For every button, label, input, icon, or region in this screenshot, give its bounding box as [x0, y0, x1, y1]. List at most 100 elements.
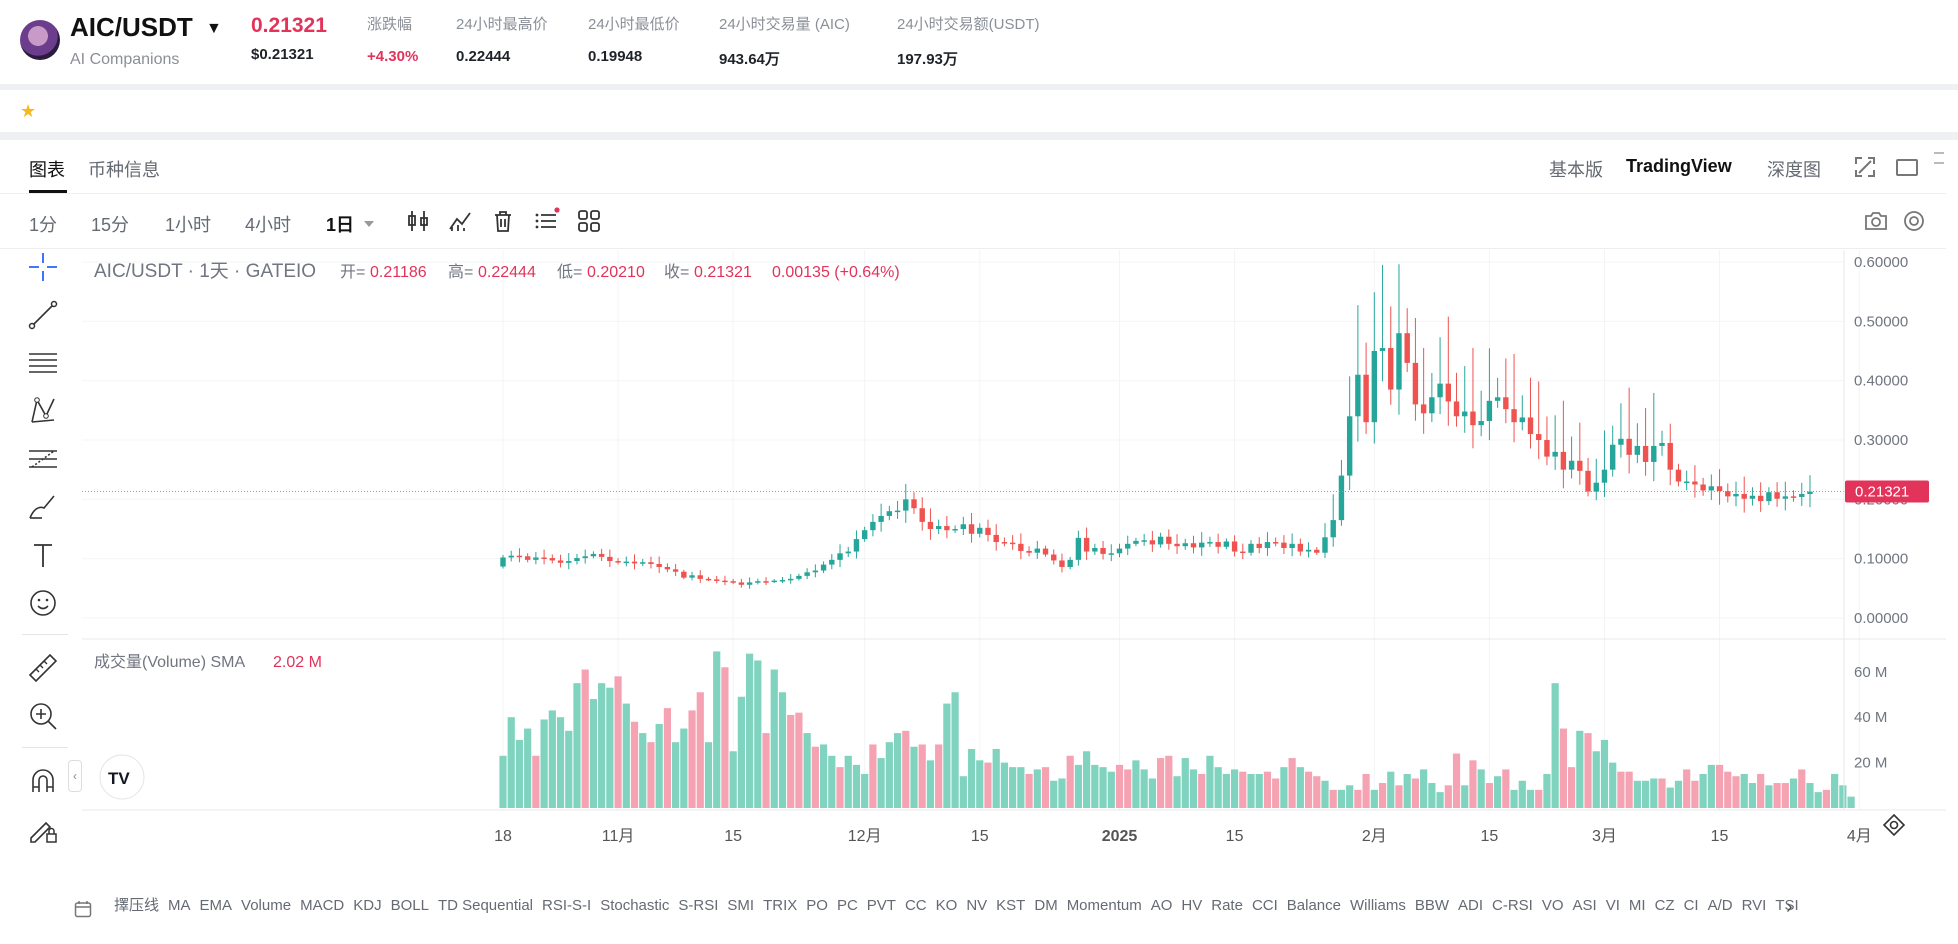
indicator-9[interactable]: Stochastic — [600, 897, 670, 914]
trash-icon[interactable] — [489, 207, 517, 235]
zoom-in-icon[interactable] — [26, 699, 60, 733]
candle-type-icon[interactable] — [404, 207, 432, 235]
indicator-31[interactable]: VO — [1541, 897, 1564, 914]
chevron-right-icon[interactable]: › — [1786, 896, 1793, 918]
volume-bar — [1757, 773, 1765, 808]
candle-body — [788, 578, 794, 581]
tf-15m[interactable]: 15分 — [91, 215, 130, 235]
indicator-12[interactable]: TRIX — [763, 897, 798, 914]
indicator-18[interactable]: NV — [966, 897, 988, 914]
indicator-34[interactable]: MI — [1628, 897, 1646, 914]
tab-depth[interactable]: 深度图 — [1767, 160, 1821, 180]
volume-bar — [1839, 785, 1847, 808]
candle-body — [1092, 547, 1098, 552]
indicator-27[interactable]: Williams — [1350, 897, 1406, 914]
indicator-35[interactable]: CZ — [1654, 897, 1675, 914]
candle-body — [1445, 383, 1451, 402]
candle-body — [1240, 551, 1246, 554]
indicator-37[interactable]: A/D — [1707, 897, 1733, 914]
indicator-30[interactable]: C-RSI — [1492, 897, 1533, 914]
indicator-36[interactable]: CI — [1683, 897, 1699, 914]
indicator-1[interactable]: MA — [168, 897, 191, 914]
indicator-24[interactable]: Rate — [1211, 897, 1243, 914]
indicator-25[interactable]: CCI — [1251, 897, 1278, 914]
lock-drawings-icon[interactable] — [26, 812, 60, 846]
indicator-17[interactable]: KO — [935, 897, 958, 914]
candle-body — [1256, 543, 1262, 548]
indicator-15[interactable]: PVT — [866, 897, 896, 914]
tradingview-logo[interactable] — [99, 754, 145, 800]
horizontal-lines-icon[interactable] — [26, 346, 60, 380]
tf-1m[interactable]: 1分 — [29, 215, 58, 235]
indicator-22[interactable]: AO — [1150, 897, 1173, 914]
layout-grid-icon[interactable] — [575, 207, 603, 235]
tab-coin-info[interactable]: 币种信息 — [88, 160, 160, 180]
indicator-4[interactable]: MACD — [300, 897, 345, 914]
star-icon[interactable]: ★ — [20, 101, 37, 121]
tf-dropdown-icon[interactable] — [363, 219, 375, 229]
pattern-icon[interactable] — [26, 394, 60, 428]
tab-tradingview[interactable]: TradingView — [1626, 156, 1732, 176]
window-icon[interactable] — [1896, 159, 1918, 176]
indicator-38[interactable]: RVI — [1741, 897, 1767, 914]
indicator-26[interactable]: Balance — [1286, 897, 1341, 914]
indicator-20[interactable]: DM — [1034, 897, 1058, 914]
indicator-3[interactable]: Volume — [241, 897, 292, 914]
fullscreen-icon[interactable] — [1854, 156, 1876, 178]
crosshair-icon[interactable] — [26, 250, 60, 284]
indicator-33[interactable]: VI — [1605, 897, 1620, 914]
volume-bar — [1641, 780, 1650, 808]
indicator-16[interactable]: CC — [904, 897, 927, 914]
price-tick-label: 0.10000 — [1854, 551, 1908, 568]
tf-1h[interactable]: 1小时 — [165, 215, 212, 235]
indicator-6[interactable]: BOLL — [390, 897, 429, 914]
candle-body — [1248, 543, 1254, 553]
indicator-29[interactable]: ADI — [1458, 897, 1484, 914]
text-icon[interactable] — [26, 538, 60, 572]
indicator-32[interactable]: ASI — [1572, 897, 1597, 914]
time-axis-settings-icon[interactable] — [1882, 813, 1906, 837]
indicator-8[interactable]: RSI-S-I — [542, 897, 592, 914]
indicators-icon[interactable] — [446, 207, 474, 235]
settings-gear-icon[interactable] — [1900, 207, 1928, 235]
emoji-icon[interactable] — [26, 586, 60, 620]
ruler-icon[interactable] — [26, 651, 60, 685]
tf-1d[interactable]: 1日 — [326, 215, 355, 235]
indicator-21[interactable]: Momentum — [1066, 897, 1142, 914]
pair-title[interactable]: AIC/USDT — [70, 12, 193, 42]
tab-chart[interactable]: 图表 — [29, 160, 65, 180]
volume-bar — [1074, 764, 1082, 808]
volume-bar — [918, 744, 926, 808]
candle-body — [1272, 542, 1279, 544]
indicator-28[interactable]: BBW — [1414, 897, 1449, 914]
price-chart[interactable]: 0.600000.500000.400000.300000.200000.100… — [82, 250, 1946, 890]
panel-grip[interactable] — [1934, 152, 1944, 164]
indicator-14[interactable]: PC — [836, 897, 858, 914]
camera-icon[interactable] — [1862, 207, 1890, 235]
indicator-5[interactable]: KDJ — [353, 897, 382, 914]
indicator-shortcuts: 擇压线 MA EMA Volume MACD KDJ BOLL TD Sequential RS… — [114, 894, 1834, 924]
time-tick-label: 15 — [1711, 828, 1729, 845]
indicator-39[interactable]: TSI — [1775, 897, 1799, 914]
magnet-icon[interactable] — [26, 764, 60, 798]
indicator-10[interactable]: S-RSI — [678, 897, 719, 914]
trend-line-icon[interactable] — [26, 298, 60, 332]
indicator-13[interactable]: PO — [806, 897, 828, 914]
tf-4h[interactable]: 4小时 — [245, 215, 292, 235]
tab-basic[interactable]: 基本版 — [1549, 160, 1603, 180]
indicator-19[interactable]: KST — [996, 897, 1026, 914]
candle-body — [1231, 541, 1238, 552]
indicator-11[interactable]: SMI — [727, 897, 755, 914]
object-list-icon[interactable] — [532, 207, 560, 235]
candle-body — [1371, 351, 1378, 423]
fib-retracement-icon[interactable] — [26, 442, 60, 476]
brush-icon[interactable] — [26, 490, 60, 524]
indicator-23[interactable]: HV — [1181, 897, 1203, 914]
pair-dropdown-icon[interactable]: ▼ — [206, 20, 222, 37]
indicator-2[interactable]: EMA — [199, 897, 233, 914]
collapse-toolbar-button[interactable]: ‹ — [68, 760, 82, 792]
indicator-7[interactable]: TD Sequential — [437, 897, 534, 914]
indicator-0[interactable]: 擇压线 — [114, 897, 160, 914]
time-tick-label: 11月 — [602, 828, 635, 845]
calendar-icon[interactable] — [74, 900, 92, 918]
